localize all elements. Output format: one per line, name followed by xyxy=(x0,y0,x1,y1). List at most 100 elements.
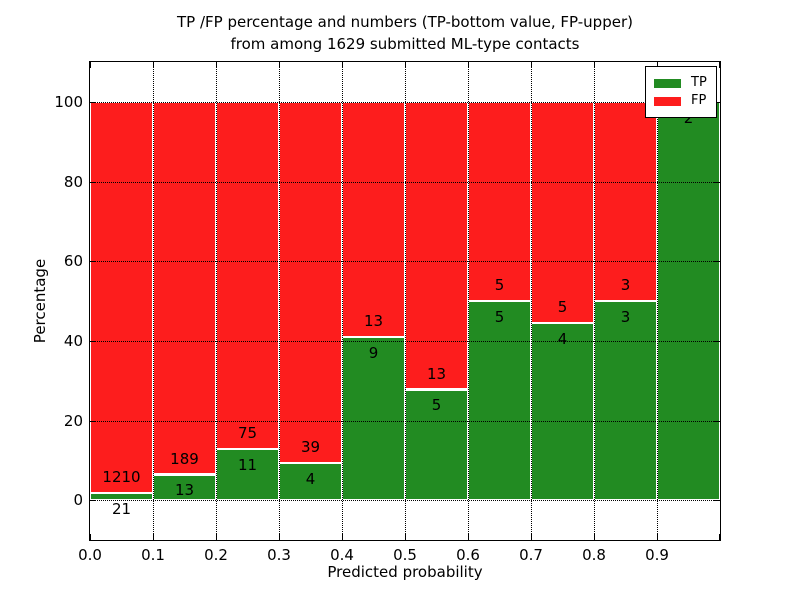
tp-count-label-3: 4 xyxy=(305,470,316,489)
bar-fp-7 xyxy=(531,101,594,324)
plot-area: 1210211891375113941391355554332 TP FP xyxy=(89,61,721,541)
y-tick-label-80: 80 xyxy=(63,172,83,191)
gridline-x-4 xyxy=(342,62,343,540)
bars-layer xyxy=(90,62,720,540)
x-tick-bottom-10 xyxy=(719,534,720,540)
x-tick-top-3 xyxy=(279,62,280,68)
x-tick-top-6 xyxy=(468,62,469,68)
tp-count-label-4: 9 xyxy=(368,344,379,363)
x-tick-bottom-0 xyxy=(90,534,91,540)
bar-fp-0 xyxy=(90,101,153,494)
x-tick-label-1: 0.1 xyxy=(141,546,165,564)
x-tick-bottom-5 xyxy=(405,534,406,540)
bar-fp-3 xyxy=(279,101,342,464)
gridline-y-0 xyxy=(90,500,720,502)
gridline-x-9 xyxy=(657,62,658,540)
fp-count-label-6: 5 xyxy=(494,276,505,295)
y-tick-label-60: 60 xyxy=(63,252,83,271)
x-tick-top-10 xyxy=(719,62,720,68)
tp-count-label-8: 3 xyxy=(620,307,631,326)
tp-swatch-icon xyxy=(654,78,681,88)
gridline-x-2 xyxy=(216,62,217,540)
gridline-x-3 xyxy=(279,62,280,540)
x-tick-bottom-7 xyxy=(531,534,532,540)
x-tick-label-4: 0.4 xyxy=(330,546,354,564)
x-tick-label-0: 0.0 xyxy=(78,546,102,564)
fp-count-label-0: 1210 xyxy=(102,468,141,487)
legend-item-tp: TP xyxy=(654,75,707,91)
tp-count-label-2: 11 xyxy=(237,456,258,475)
x-tick-top-4 xyxy=(342,62,343,68)
x-tick-bottom-6 xyxy=(468,534,469,540)
y-tick-label-20: 20 xyxy=(63,411,83,430)
y-tick-left-80 xyxy=(90,181,96,183)
fp-count-label-8: 3 xyxy=(620,276,631,295)
tp-count-label-7: 4 xyxy=(557,330,568,349)
x-tick-top-7 xyxy=(531,62,532,68)
gridline-x-6 xyxy=(468,62,469,540)
y-tick-right-100 xyxy=(714,101,720,103)
x-axis-label: Predicted probability xyxy=(327,563,483,581)
y-tick-right-0 xyxy=(714,500,720,502)
bar-tp-0 xyxy=(90,493,153,501)
fp-swatch-icon xyxy=(654,96,681,106)
gridline-y-60 xyxy=(90,261,720,263)
bar-tp-6 xyxy=(468,301,531,501)
x-tick-label-9: 0.9 xyxy=(645,546,669,564)
fp-count-label-5: 13 xyxy=(426,364,447,383)
gridline-y-20 xyxy=(90,420,720,422)
chart-title-line1: TP /FP percentage and numbers (TP-bottom… xyxy=(177,13,633,31)
x-tick-label-3: 0.3 xyxy=(267,546,291,564)
y-tick-label-40: 40 xyxy=(63,331,83,350)
y-tick-label-0: 0 xyxy=(73,491,83,510)
legend-label-tp: TP xyxy=(691,75,707,90)
ticks-layer xyxy=(90,62,720,540)
gridline-y-80 xyxy=(90,181,720,183)
x-tick-bottom-8 xyxy=(594,534,595,540)
x-tick-top-8 xyxy=(594,62,595,68)
bar-tp-9 xyxy=(657,101,720,501)
legend: TP FP xyxy=(645,66,717,118)
y-tick-left-100 xyxy=(90,101,96,103)
y-tick-left-60 xyxy=(90,261,96,263)
y-tick-left-20 xyxy=(90,420,96,422)
tp-count-label-0: 21 xyxy=(111,500,132,519)
legend-label-fp: FP xyxy=(691,93,707,108)
gridline-x-7 xyxy=(531,62,532,540)
bar-fp-2 xyxy=(216,101,279,450)
legend-item-fp: FP xyxy=(654,93,707,109)
fp-count-label-4: 13 xyxy=(363,312,384,331)
chart-title: TP /FP percentage and numbers (TP-bottom… xyxy=(90,11,720,55)
x-tick-bottom-4 xyxy=(342,534,343,540)
bar-tp-4 xyxy=(342,337,405,501)
y-tick-label-100: 100 xyxy=(54,92,83,111)
bar-fp-8 xyxy=(594,101,657,301)
y-tick-left-0 xyxy=(90,500,96,502)
bar-labels-layer: 1210211891375113941391355554332 xyxy=(90,62,720,540)
bar-tp-3 xyxy=(279,463,342,501)
gridline-x-8 xyxy=(594,62,595,540)
tp-count-label-6: 5 xyxy=(494,307,505,326)
bar-tp-8 xyxy=(594,301,657,501)
bar-tp-1 xyxy=(153,474,216,501)
y-tick-right-60 xyxy=(714,261,720,263)
fp-count-label-1: 189 xyxy=(170,449,199,468)
x-tick-label-7: 0.7 xyxy=(519,546,543,564)
tp-count-label-5: 5 xyxy=(431,396,442,415)
x-tick-label-2: 0.2 xyxy=(204,546,228,564)
y-tick-right-40 xyxy=(714,340,720,342)
gridline-y-100 xyxy=(90,101,720,103)
gridline-x-5 xyxy=(405,62,406,540)
fp-count-label-3: 39 xyxy=(300,438,321,457)
x-tick-bottom-3 xyxy=(279,534,280,540)
gridline-x-1 xyxy=(153,62,154,540)
x-tick-top-0 xyxy=(90,62,91,68)
x-tick-top-9 xyxy=(657,62,658,68)
y-tick-left-40 xyxy=(90,340,96,342)
x-tick-label-5: 0.5 xyxy=(393,546,417,564)
x-tick-top-2 xyxy=(216,62,217,68)
x-tick-label-8: 0.8 xyxy=(582,546,606,564)
x-tick-top-1 xyxy=(153,62,154,68)
x-tick-bottom-2 xyxy=(216,534,217,540)
